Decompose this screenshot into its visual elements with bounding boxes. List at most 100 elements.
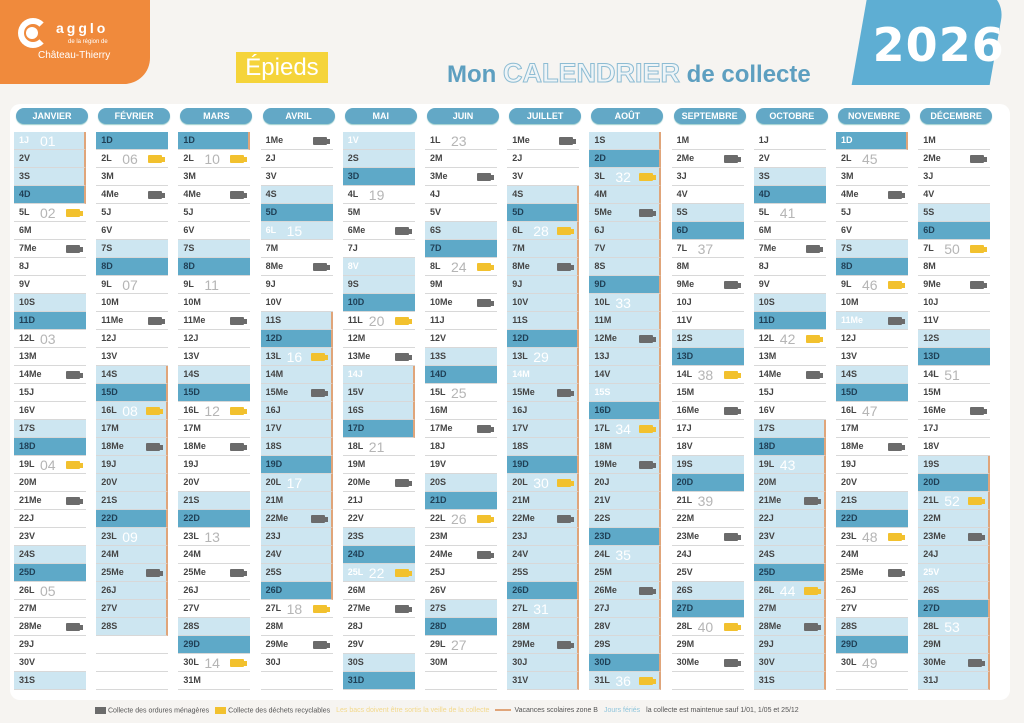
week-number: 24 xyxy=(451,259,467,275)
day-cell: 10L 33 xyxy=(589,294,662,312)
day-label: 12D xyxy=(265,333,283,343)
day-label: 28D xyxy=(430,621,447,631)
day-label: 16V xyxy=(758,405,775,415)
day-label: 1V xyxy=(347,135,359,145)
day-cell: 24S xyxy=(753,546,826,564)
day-cell: 16L 12 xyxy=(178,402,251,420)
day-cell: 5V xyxy=(425,204,497,222)
week-number: 28 xyxy=(533,223,549,239)
day-label: 25L xyxy=(347,567,364,577)
page-title: Mon CALENDRIER de collecte xyxy=(447,58,811,89)
garbage-truck-icon xyxy=(66,497,83,505)
day-label: 15D xyxy=(183,387,200,397)
day-label: 5J xyxy=(101,207,112,217)
day-label: 29D xyxy=(841,639,858,649)
day-cell: 21S xyxy=(96,492,169,510)
day-label: 20V xyxy=(101,477,118,487)
week-number: 22 xyxy=(368,565,385,581)
recycling-truck-icon xyxy=(394,317,412,325)
title-main: CALENDRIER xyxy=(502,58,680,89)
day-label: 2J xyxy=(512,153,523,163)
day-label: 15D xyxy=(101,387,118,397)
garbage-truck-icon xyxy=(148,317,166,325)
garbage-truck-icon xyxy=(968,659,986,667)
day-label: 29J xyxy=(19,639,35,649)
day-cell: 6V xyxy=(178,222,251,240)
day-cell: 15D xyxy=(178,384,251,402)
day-cell: 7S xyxy=(836,240,908,258)
day-label: 14J xyxy=(347,369,363,379)
day-cell: 21V xyxy=(589,492,662,510)
legend-ordures-label: Collecte des ordures ménagères xyxy=(108,707,210,715)
day-cell: 29Me xyxy=(260,636,333,654)
day-cell: 16Me xyxy=(671,402,744,420)
day-cell: 27L 18 xyxy=(260,600,333,618)
month-column: OCTOBRE 1J 2V 3S 4D 5L 41 6M 7Me 8J 9V 10S 11D 12L 42 1… xyxy=(753,108,830,690)
day-cell: 9J xyxy=(507,276,580,294)
day-cell: 14L 38 xyxy=(671,366,744,384)
day-label: 24J xyxy=(676,549,692,559)
day-label: 5J xyxy=(183,207,194,217)
day-label: 18Me xyxy=(101,441,124,451)
day-label: 9D xyxy=(594,279,606,289)
day-label: 12L xyxy=(19,333,35,343)
day-label: 24V xyxy=(512,549,529,559)
day-cell: 31V xyxy=(507,672,580,690)
day-cell: 2L 10 xyxy=(178,150,251,168)
day-label: 15M xyxy=(676,387,695,397)
day-label: 20M xyxy=(758,477,777,487)
week-number: 04 xyxy=(40,457,56,473)
day-label: 7L xyxy=(676,243,688,253)
day-label: 12D xyxy=(512,333,529,343)
day-cell: 4Me xyxy=(96,186,169,204)
week-number: 17 xyxy=(286,475,303,491)
day-cell: 13D xyxy=(671,348,744,366)
day-cell: 20S xyxy=(425,474,497,492)
day-label: 23Me xyxy=(923,531,946,541)
day-cell: 16L 47 xyxy=(836,402,908,420)
day-cell: 27V xyxy=(96,600,169,618)
day-label: 8J xyxy=(19,261,30,271)
day-cell: 22Me xyxy=(507,510,580,528)
day-cell: 22J xyxy=(753,510,826,528)
day-cell: 29S xyxy=(589,636,662,654)
agglo-logo: agglo de la région de Château-Thierry xyxy=(0,0,150,84)
day-label: 2V xyxy=(19,153,31,163)
garbage-truck-icon xyxy=(394,227,412,235)
day-cell: 29M xyxy=(918,636,991,654)
day-cell: 4Me xyxy=(178,186,251,204)
day-label: 16Me xyxy=(923,405,946,415)
day-label: 17V xyxy=(265,423,282,433)
day-cell: 11S xyxy=(507,312,580,330)
day-label: 20V xyxy=(841,477,858,487)
day-cell: 11D xyxy=(14,312,86,330)
day-label: 31L xyxy=(594,675,610,685)
day-cell: 22M xyxy=(671,510,744,528)
garbage-truck-icon xyxy=(312,137,330,145)
week-number: 44 xyxy=(779,583,796,599)
day-cell: 8V xyxy=(342,258,415,276)
day-cell: 21J xyxy=(342,492,415,510)
day-cell: 26L 44 xyxy=(753,582,826,600)
week-number: 08 xyxy=(122,403,138,419)
day-label: 17D xyxy=(347,423,365,433)
day-label: 24M xyxy=(183,549,201,559)
day-label: 27V xyxy=(841,603,858,613)
day-label: 22L xyxy=(430,513,446,523)
week-number: 32 xyxy=(615,169,631,185)
garbage-truck-icon xyxy=(888,191,905,199)
day-label: 26L xyxy=(758,585,775,595)
day-label: 4J xyxy=(430,189,441,199)
day-label: 28Me xyxy=(19,621,42,631)
week-number: 43 xyxy=(779,457,796,473)
day-label: 27D xyxy=(676,603,694,613)
day-label: 22V xyxy=(347,513,364,523)
garbage-truck-icon xyxy=(557,641,575,649)
month-header: SEPTEMBRE xyxy=(673,108,746,124)
day-cell: 4J xyxy=(425,186,497,204)
recycling-truck-icon xyxy=(805,335,823,343)
day-cell: 20L 17 xyxy=(260,474,333,492)
day-label: 30Me xyxy=(676,657,700,667)
day-cell: 27Me xyxy=(342,600,415,618)
day-label: 10J xyxy=(676,297,692,307)
